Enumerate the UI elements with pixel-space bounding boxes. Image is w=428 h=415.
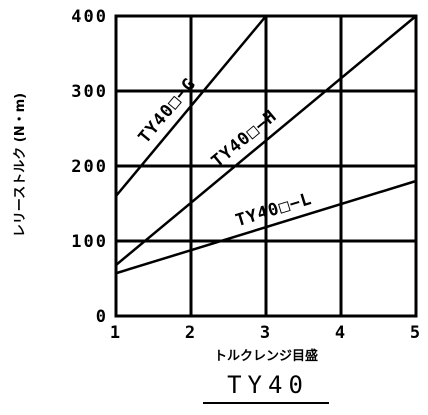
series-line [115,15,267,197]
x-tick-label: 2 [185,323,197,343]
y-tick-label: 400 [71,7,108,27]
series-lines [115,15,417,275]
x-tick-label: 5 [410,323,422,343]
y-tick-label: 300 [71,82,108,102]
x-tick-label: 3 [260,323,272,343]
series-label: TY40□−H [208,106,281,172]
plot-frame [114,14,418,318]
series-line [115,15,417,266]
series-line [115,179,417,275]
x-axis-label: トルクレンジ目盛 [214,348,318,364]
y-tick-label: 200 [71,157,108,177]
y-tick-label: 100 [71,232,108,252]
x-tick-label: 1 [110,323,122,343]
y-tick-labels: 0 100 200 300 400 [71,7,108,327]
chart-grid [116,16,416,316]
y-tick-label: 0 [96,307,108,327]
y-axis-label: レリーストルク (N・m) [13,93,28,237]
chart-title: TY40 [227,371,309,399]
x-tick-labels: 1 2 3 4 5 [110,323,422,343]
x-tick-label: 4 [335,323,347,343]
